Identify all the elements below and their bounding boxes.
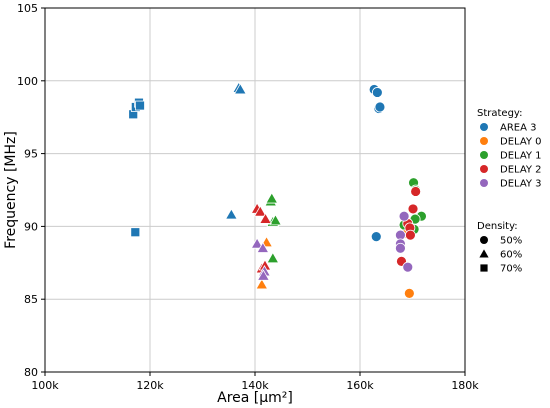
legend-label: DELAY 0 bbox=[500, 137, 542, 148]
x-axis-label: Area [µm²] bbox=[217, 390, 293, 406]
data-point bbox=[250, 237, 264, 249]
y-tick-label: 105 bbox=[17, 2, 38, 15]
data-point bbox=[224, 208, 238, 220]
legend-label: DELAY 1 bbox=[500, 151, 542, 162]
data-point bbox=[410, 186, 422, 197]
legend-label: AREA 3 bbox=[500, 123, 537, 134]
data-point bbox=[255, 278, 269, 290]
data-point bbox=[407, 203, 419, 215]
legend-swatch bbox=[480, 123, 488, 131]
x-tick-label: 180k bbox=[451, 379, 479, 392]
data-point bbox=[266, 251, 280, 264]
legend-swatch bbox=[480, 151, 488, 159]
legend-swatch bbox=[480, 165, 488, 173]
legend-density-title: Density: bbox=[477, 221, 518, 232]
data-point bbox=[395, 242, 406, 254]
y-tick-label: 90 bbox=[24, 220, 38, 233]
legend: Strategy: AREA 3 DELAY 0 DELAY 1 DELAY 2 DEL… bbox=[477, 108, 542, 275]
data-point bbox=[233, 82, 247, 95]
data-point bbox=[269, 214, 282, 226]
y-axis-label: Frequency [MHz] bbox=[3, 131, 19, 249]
y-axis-ticks: 80 85 90 95 100 105 bbox=[17, 2, 45, 379]
data-point bbox=[374, 101, 386, 113]
data-point bbox=[403, 287, 415, 299]
legend-strategy-title: Strategy: bbox=[477, 108, 523, 119]
data-point bbox=[398, 210, 410, 222]
data-point bbox=[253, 205, 267, 217]
legend-swatch bbox=[480, 179, 488, 187]
y-tick-label: 100 bbox=[17, 75, 38, 88]
legend-label: DELAY 3 bbox=[500, 179, 542, 190]
data-point bbox=[371, 87, 383, 98]
legend-label: 60% bbox=[500, 250, 522, 261]
data-point bbox=[402, 261, 414, 273]
data-point bbox=[265, 192, 279, 204]
data-point bbox=[259, 212, 272, 224]
data-point bbox=[135, 100, 145, 111]
y-tick-label: 85 bbox=[24, 293, 38, 306]
data-points bbox=[128, 81, 427, 299]
legend-swatch bbox=[480, 137, 488, 145]
data-point bbox=[370, 231, 382, 242]
legend-marker bbox=[479, 249, 489, 258]
data-point bbox=[404, 229, 416, 241]
legend-marker bbox=[480, 264, 488, 272]
legend-label: DELAY 2 bbox=[500, 165, 542, 176]
x-tick-label: 100k bbox=[31, 379, 59, 392]
data-point bbox=[256, 269, 270, 281]
y-tick-label: 80 bbox=[24, 366, 38, 379]
x-tick-label: 140k bbox=[241, 379, 269, 392]
x-tick-label: 160k bbox=[346, 379, 374, 392]
x-tick-label: 120k bbox=[136, 379, 164, 392]
legend-label: 50% bbox=[500, 236, 522, 247]
data-point bbox=[256, 241, 270, 253]
legend-marker bbox=[480, 236, 488, 244]
x-axis-ticks: 100k 120k 140k 160k 180k bbox=[31, 372, 479, 392]
y-tick-label: 95 bbox=[24, 148, 38, 161]
legend-label: 70% bbox=[500, 264, 522, 275]
data-point bbox=[130, 227, 141, 238]
